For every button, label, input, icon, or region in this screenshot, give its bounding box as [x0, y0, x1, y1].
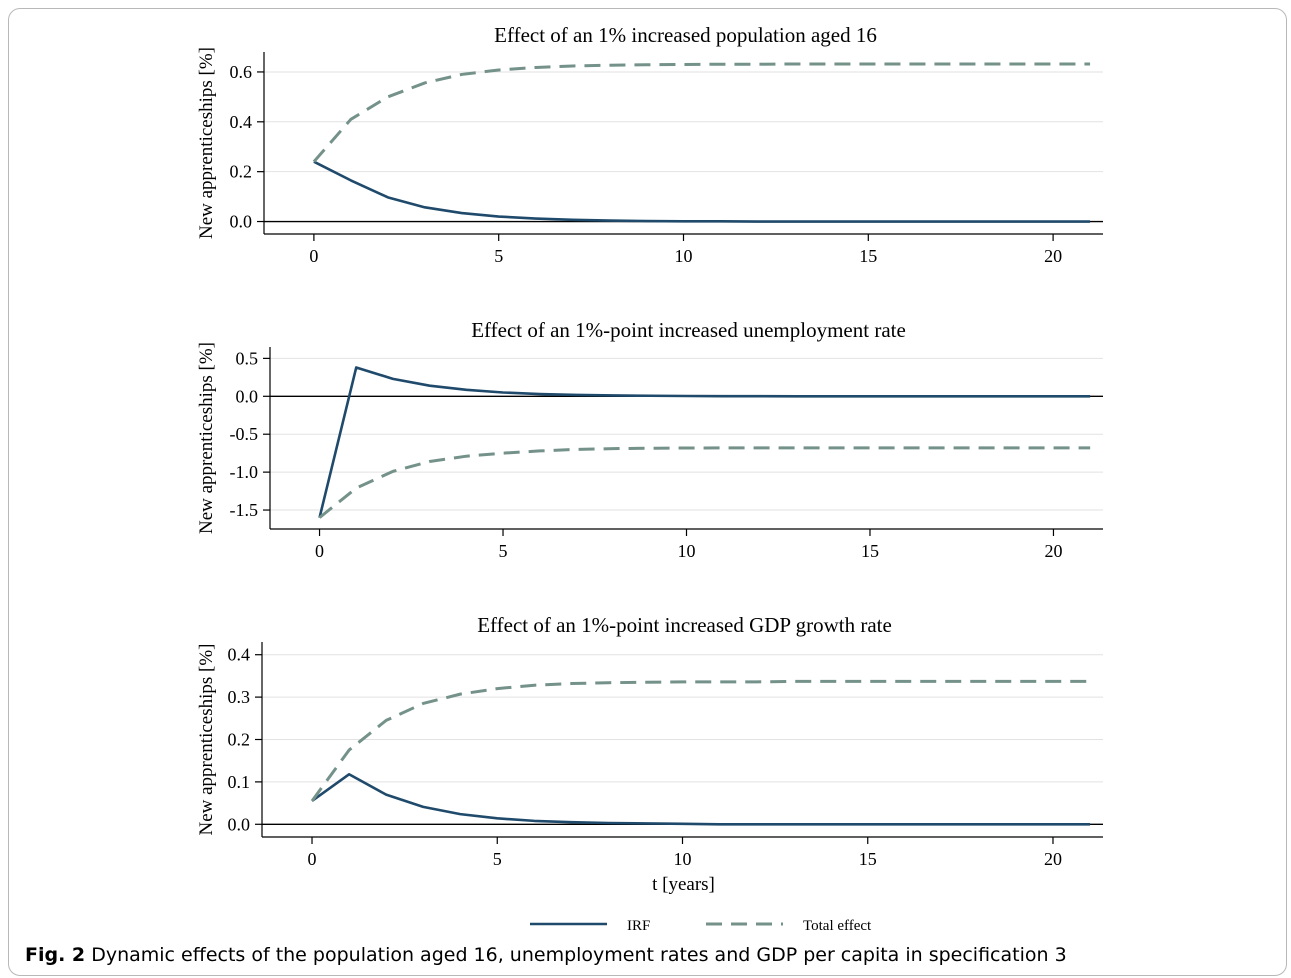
- y-tick-label: 0.5: [236, 348, 259, 368]
- y-tick-label: 0.4: [228, 645, 251, 665]
- chart-title: Effect of an 1% increased population age…: [494, 23, 877, 47]
- x-tick-label: 0: [309, 246, 318, 266]
- y-tick-label: 0.0: [228, 814, 251, 834]
- irf-line: [313, 160, 1091, 223]
- x-tick-label: 10: [675, 246, 693, 266]
- x-tick-label: 10: [678, 541, 696, 561]
- x-tick-label: 10: [674, 849, 692, 869]
- x-tick-label: 5: [494, 246, 503, 266]
- x-axis-label: t [years]: [652, 874, 715, 895]
- chart-title: Effect of an 1%-point increased unemploy…: [471, 318, 906, 342]
- x-tick-label: 15: [859, 246, 877, 266]
- y-tick-label: 0.4: [230, 112, 253, 132]
- x-tick-label: 20: [1044, 246, 1062, 266]
- y-tick-label: 0.0: [236, 386, 259, 406]
- total-effect-line: [312, 62, 1091, 163]
- x-tick-label: 0: [308, 849, 317, 869]
- figure-svg: 0.0 0.2 0.4 0.6 0 5 10 15 20 Effect of an 1% incr…: [196, 23, 1103, 934]
- y-tick-label: 0.0: [230, 212, 253, 232]
- legend-irf-label: IRF: [627, 918, 650, 934]
- x-tick-label: 20: [1044, 541, 1062, 561]
- y-tick-label: 0.1: [228, 772, 251, 792]
- legend-total-label: Total effect: [803, 918, 872, 934]
- x-tick-label: 0: [315, 541, 324, 561]
- y-tick-label: 0.6: [230, 62, 253, 82]
- y-tick-label: 0.3: [228, 687, 251, 707]
- y-axis-label: New apprenticeships [%]: [196, 342, 217, 534]
- chart-panel-2: [263, 347, 1103, 536]
- y-tick-label: 0.2: [228, 730, 251, 750]
- y-tick-label: -0.5: [230, 424, 259, 444]
- chart-title: Effect of an 1%-point increased GDP grow…: [477, 613, 892, 637]
- x-tick-label: 5: [493, 849, 502, 869]
- chart-panel-1: [257, 52, 1103, 241]
- x-tick-label: 15: [861, 541, 879, 561]
- x-tick-label: 15: [859, 849, 877, 869]
- caption-text: Dynamic effects of the population aged 1…: [91, 944, 1067, 966]
- caption-label: Fig. 2: [25, 944, 86, 966]
- irf-line: [311, 772, 1091, 826]
- irf-line: [318, 366, 1091, 518]
- chart-panel-3: [255, 642, 1103, 844]
- y-tick-label: -1.0: [230, 462, 259, 482]
- x-tick-label: 20: [1044, 849, 1062, 869]
- x-tick-label: 5: [499, 541, 508, 561]
- total-effect-line: [310, 679, 1091, 802]
- total-effect-line: [318, 446, 1091, 519]
- figure-caption: Fig. 2 Dynamic effects of the population…: [25, 944, 1067, 966]
- y-tick-label: 0.2: [230, 162, 253, 182]
- y-axis-label: New apprenticeships [%]: [196, 643, 217, 835]
- y-tick-label: -1.5: [230, 500, 259, 520]
- figure-frame: [8, 8, 1287, 976]
- y-axis-label: New apprenticeships [%]: [196, 47, 217, 239]
